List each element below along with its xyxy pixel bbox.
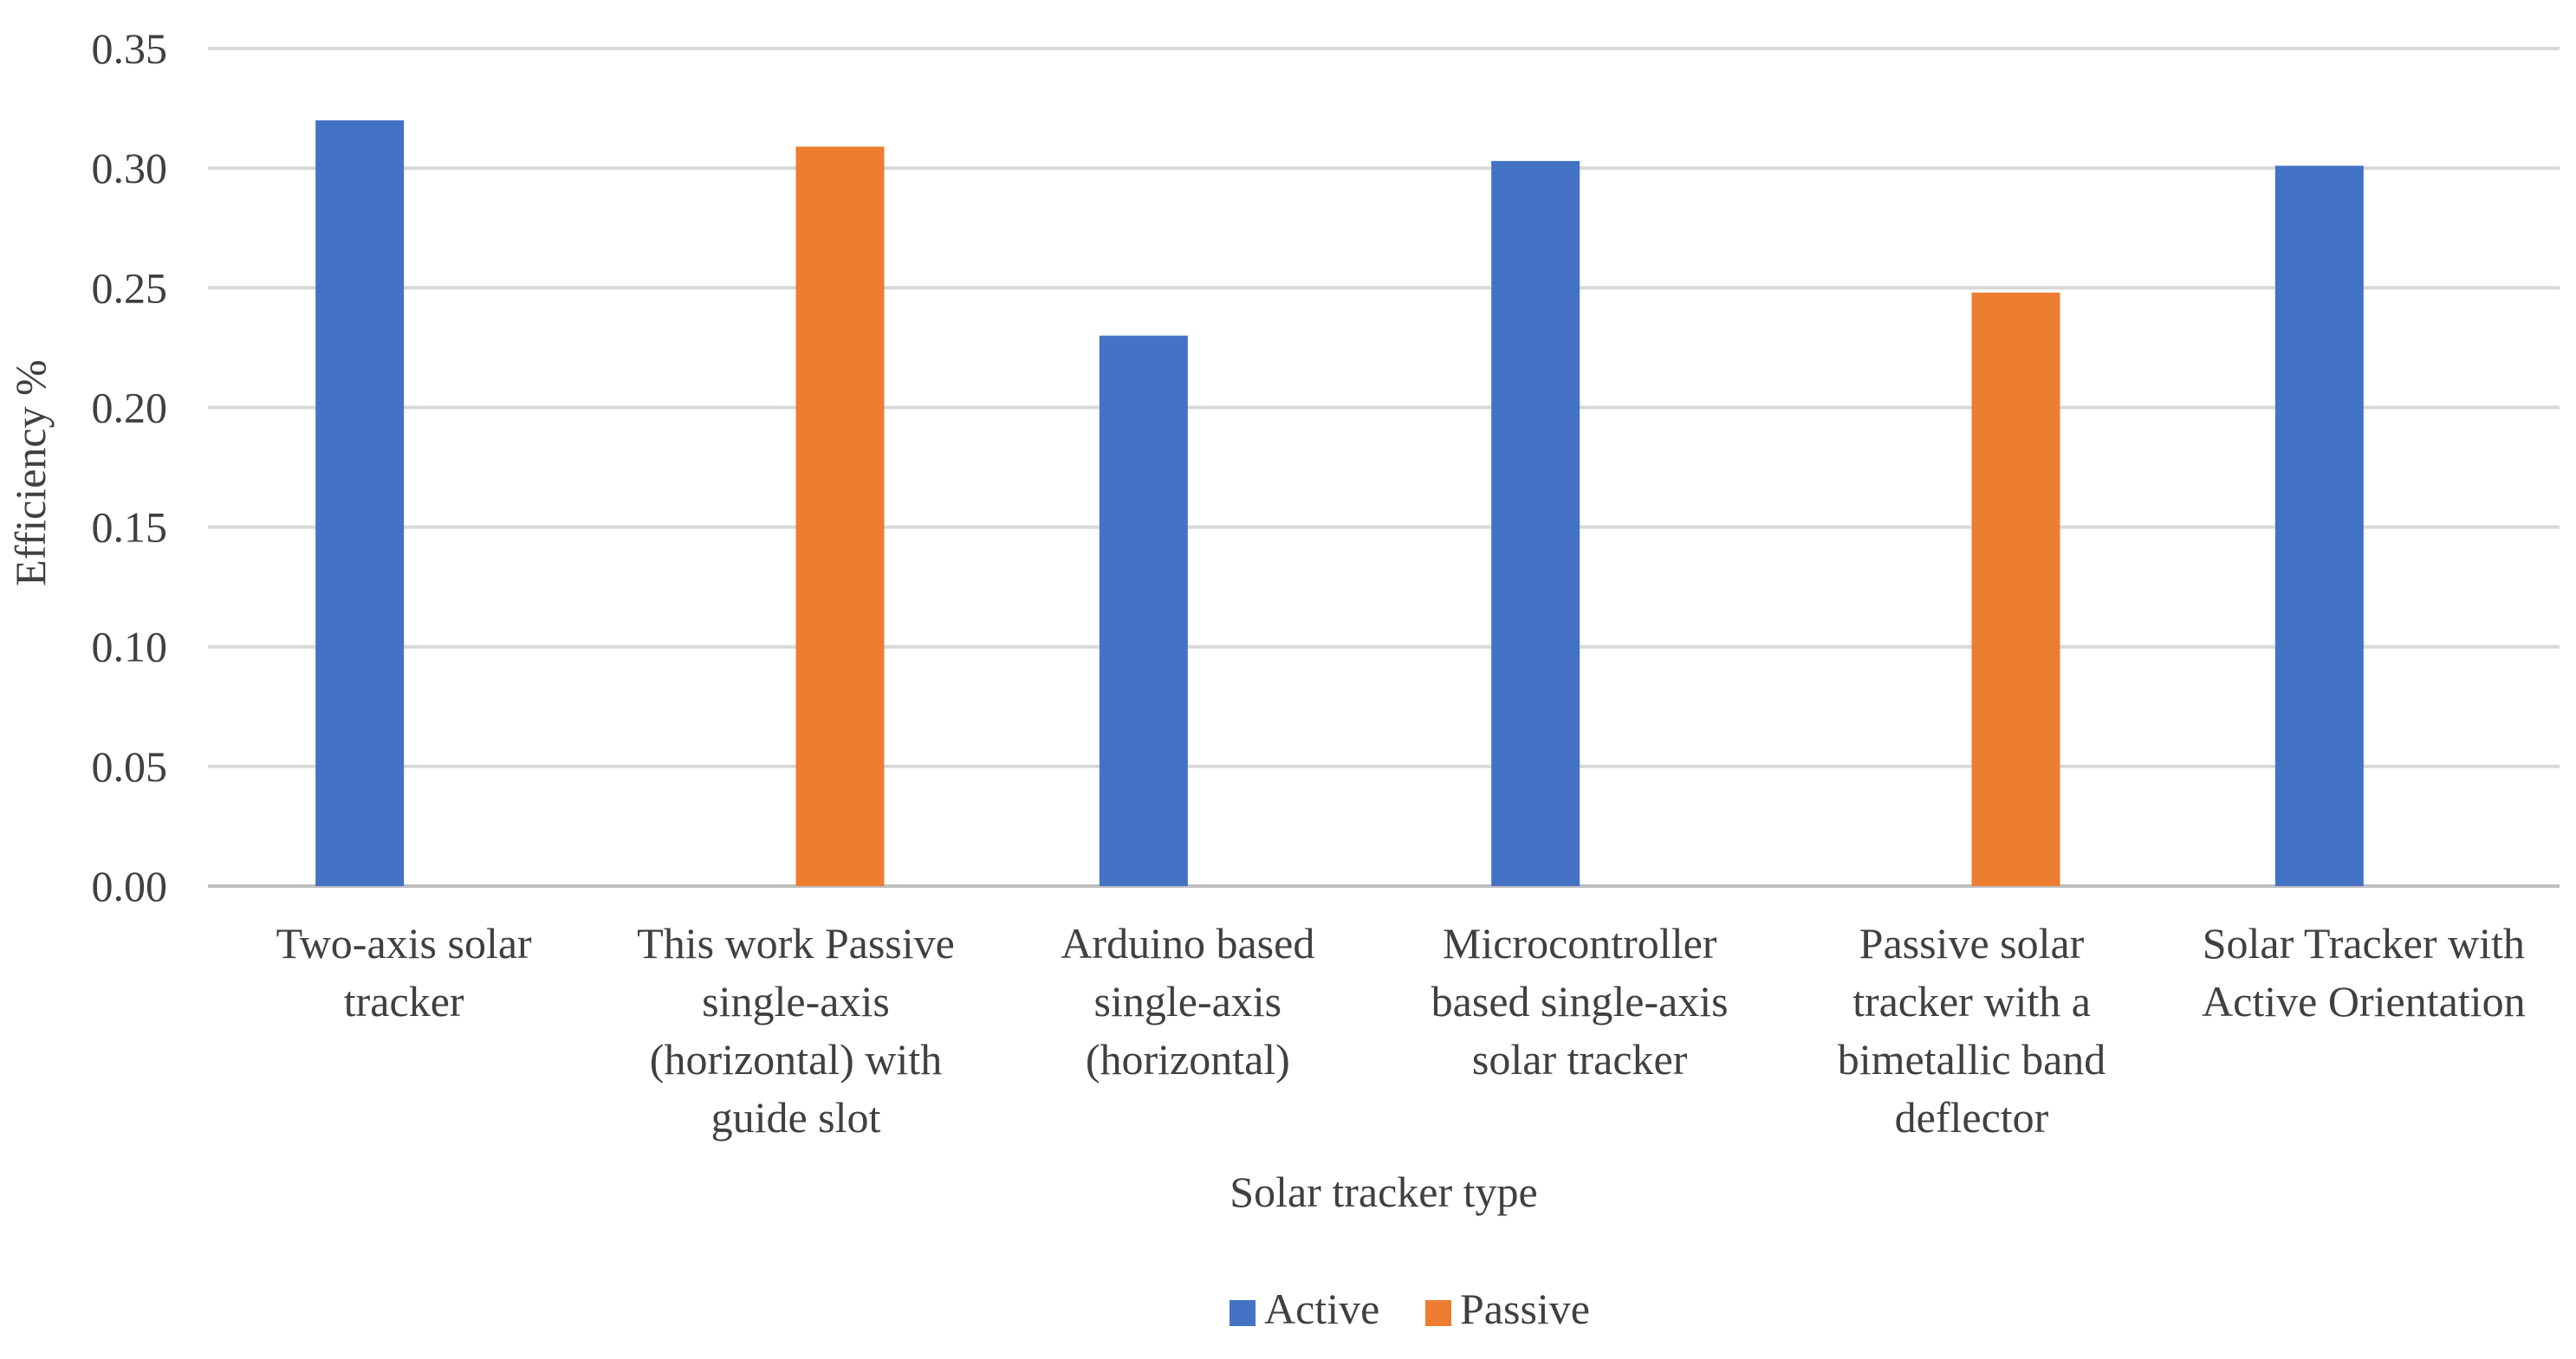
y-tick-label: 0.10 xyxy=(92,623,168,671)
y-tick-label: 0.00 xyxy=(92,862,168,910)
gridlines xyxy=(208,47,2560,888)
x-category-label: Two-axis solar tracker xyxy=(276,919,532,1026)
y-tick-label: 0.15 xyxy=(92,503,168,552)
legend-label-passive: Passive xyxy=(1460,1285,1590,1333)
legend: Active Passive xyxy=(1230,1285,1590,1333)
bar-active xyxy=(315,120,405,886)
y-tick-label: 0.35 xyxy=(92,24,168,73)
y-axis-title: Efficiency % xyxy=(6,359,55,586)
x-axis-category-labels: Two-axis solar tracker This work Passive si… xyxy=(276,919,2526,1142)
x-axis-title: Solar tracker type xyxy=(1230,1168,1537,1216)
bar-passive xyxy=(1971,292,2060,887)
bar-active xyxy=(2274,165,2364,886)
bar-active xyxy=(1099,335,1188,886)
legend-swatch-passive xyxy=(1425,1300,1451,1326)
y-tick-label: 0.25 xyxy=(92,263,168,312)
y-tick-label: 0.30 xyxy=(92,144,168,192)
x-category-label: Arduino based single-axis (horizontal) xyxy=(1061,919,1314,1084)
y-axis-tick-labels: 0.00 0.05 0.10 0.15 0.20 0.25 0.30 0.35 xyxy=(92,24,168,910)
x-category-label: Microcontroller based single-axis solar tr… xyxy=(1431,919,1729,1084)
y-tick-label: 0.20 xyxy=(92,383,168,431)
bar-passive xyxy=(795,146,885,886)
x-category-label: Passive solar tracker with a bimetallic ba… xyxy=(1838,919,2106,1142)
legend-swatch-active xyxy=(1230,1300,1256,1326)
x-category-label: Solar Tracker with Active Orientation xyxy=(2202,919,2526,1026)
bar-active xyxy=(1491,160,1580,887)
bars xyxy=(315,120,2364,887)
y-tick-label: 0.05 xyxy=(92,742,168,791)
x-category-label: This work Passive single-axis (horizontal)… xyxy=(637,919,955,1142)
legend-label-active: Active xyxy=(1264,1285,1379,1333)
